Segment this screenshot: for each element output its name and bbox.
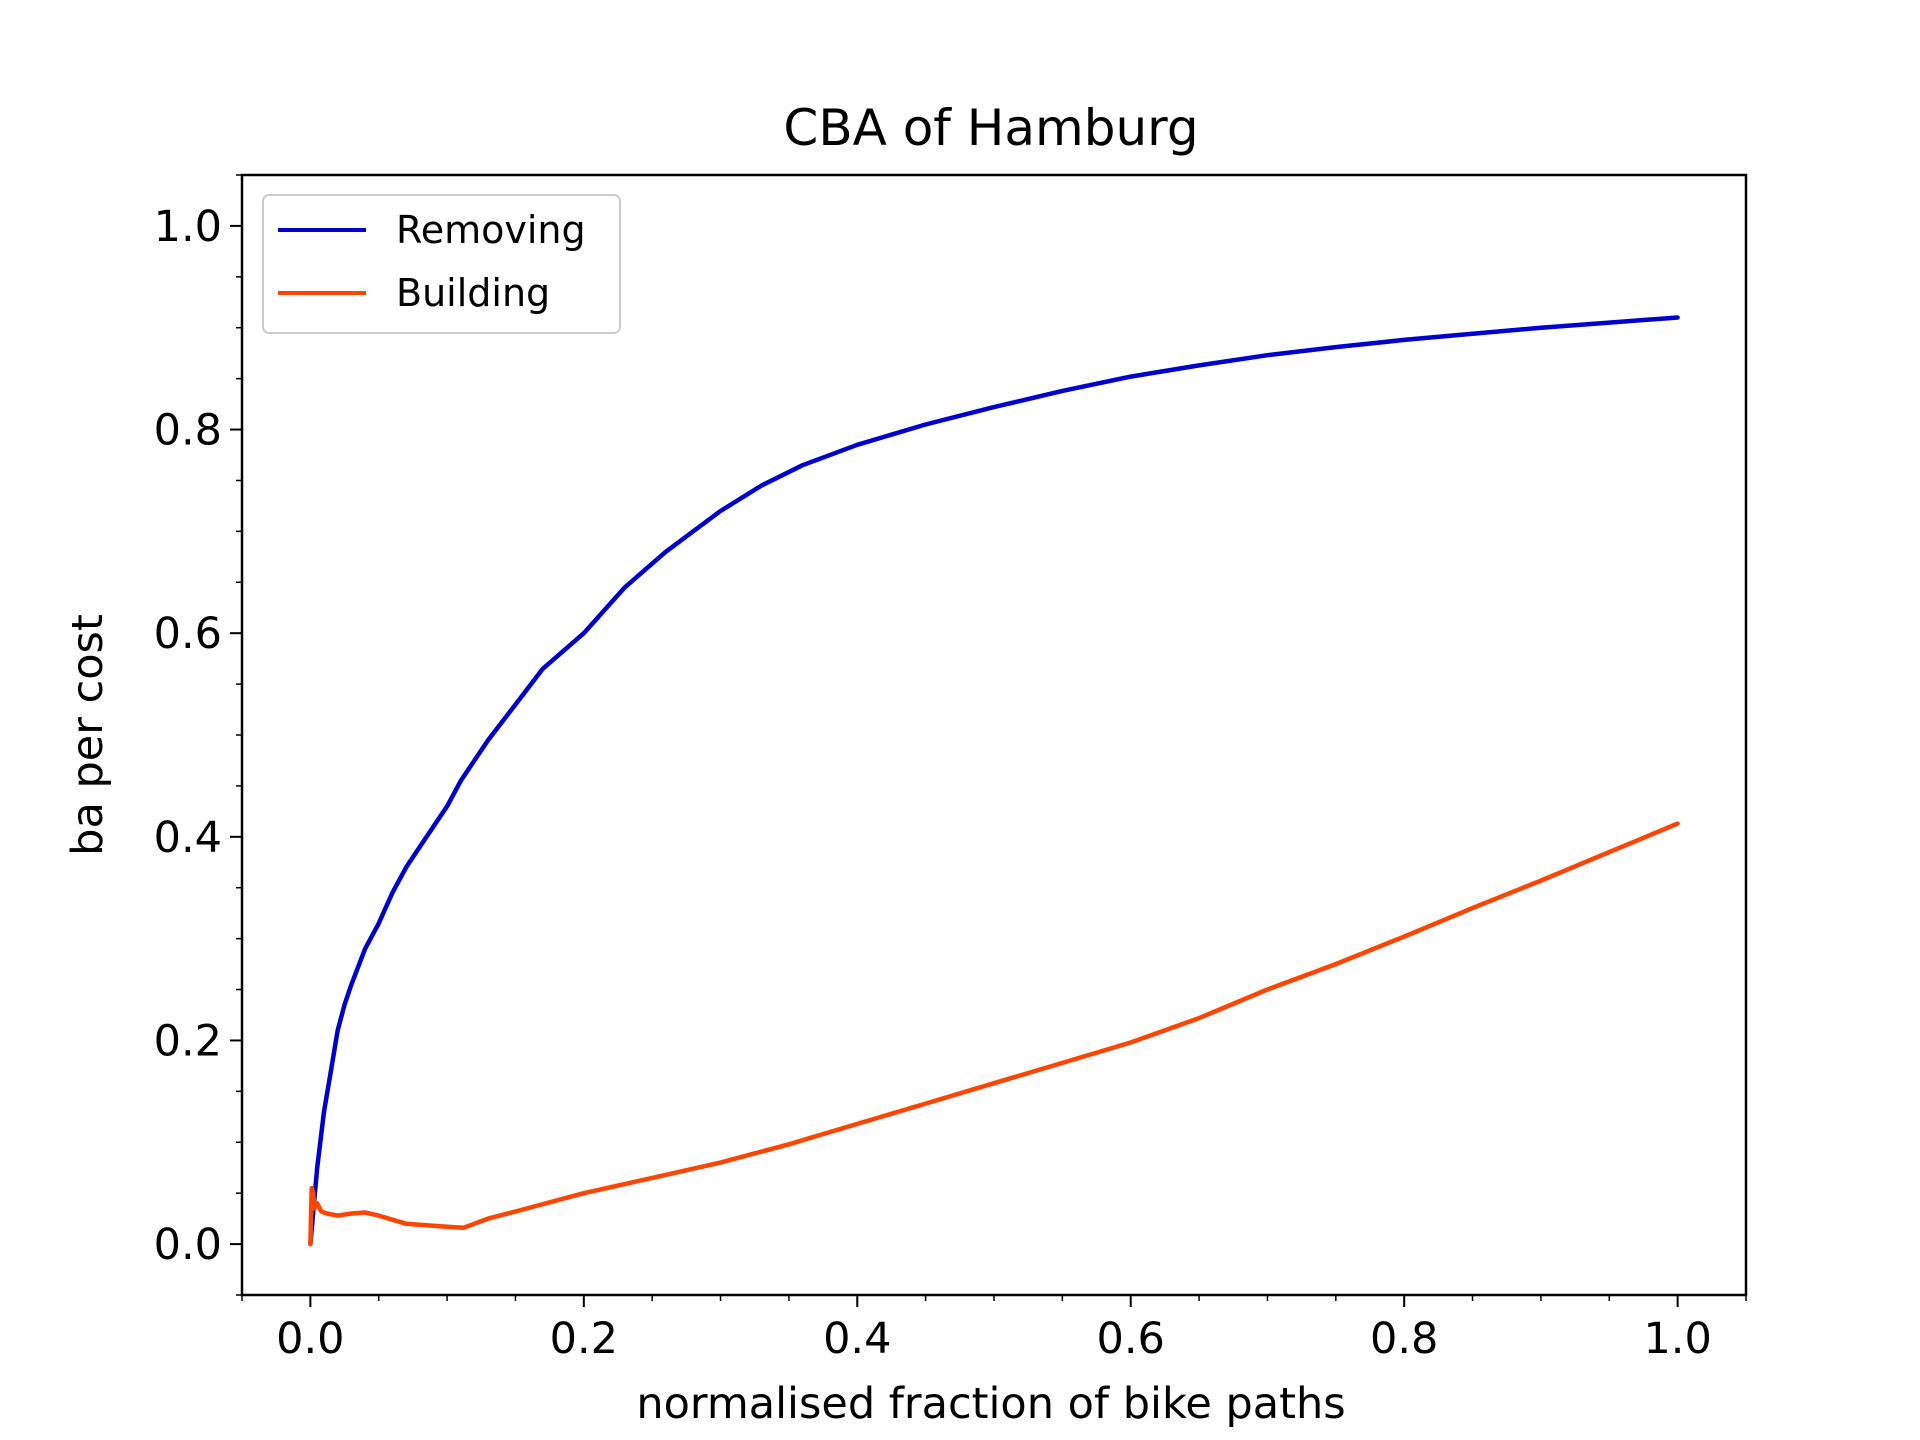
- y-tick-label: 0.4: [154, 813, 222, 863]
- y-axis: 0.0 0.2 0.4 0.6 0.8 1.0: [154, 174, 242, 1296]
- x-axis-label: normalised fraction of bike paths: [636, 1379, 1345, 1429]
- x-tick-label: 0.8: [1370, 1314, 1438, 1364]
- x-tick-label: 1.0: [1643, 1314, 1711, 1364]
- chart-title: CBA of Hamburg: [783, 99, 1198, 157]
- x-tick-label: 0.4: [823, 1314, 891, 1364]
- series-line-removing: [308, 315, 1680, 1247]
- legend: Removing Building: [262, 194, 621, 334]
- y-tick-label: 0.8: [154, 406, 222, 456]
- x-tick-label: 0.0: [276, 1314, 344, 1364]
- y-tick-label: 0.6: [154, 609, 222, 659]
- legend-label-removing: Removing: [396, 208, 586, 252]
- series-line-building: [308, 821, 1680, 1247]
- y-axis-label: ba per cost: [63, 614, 113, 856]
- x-tick-label: 0.6: [1097, 1314, 1165, 1364]
- legend-label-building: Building: [396, 271, 550, 315]
- x-axis: 0.0 0.2 0.4 0.6 0.8 1.0: [241, 1295, 1747, 1364]
- y-tick-label: 0.0: [154, 1220, 222, 1270]
- y-tick-label: 1.0: [154, 202, 222, 252]
- x-tick-label: 0.2: [550, 1314, 618, 1364]
- y-tick-label: 0.2: [154, 1016, 222, 1066]
